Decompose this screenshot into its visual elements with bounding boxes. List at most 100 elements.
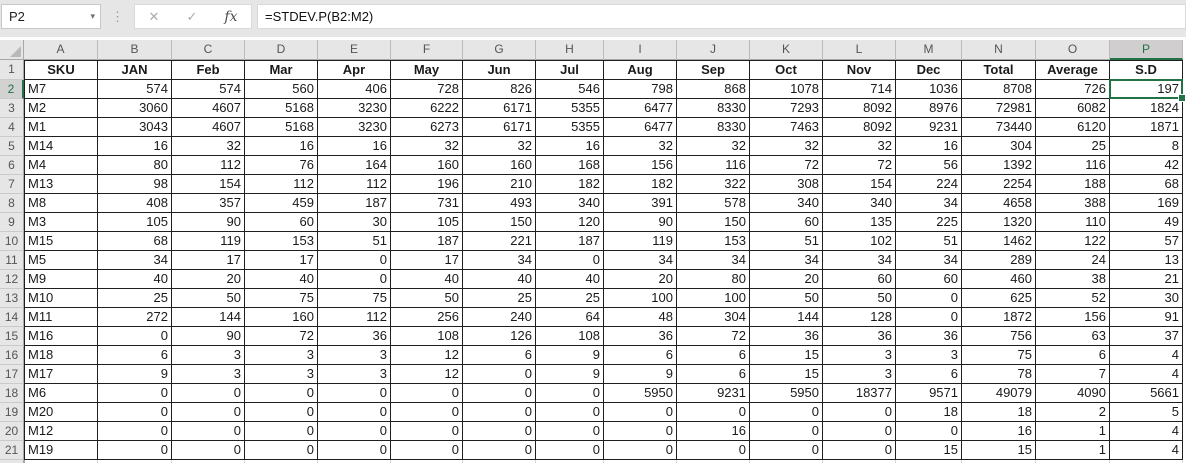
- cell-J4[interactable]: 8330: [677, 118, 750, 137]
- cell-J1[interactable]: Sep: [677, 60, 750, 80]
- row-header-12[interactable]: 12: [0, 270, 24, 289]
- cell-P3[interactable]: 1824: [1110, 99, 1183, 118]
- cell-A1[interactable]: SKU: [24, 60, 98, 80]
- cell-G20[interactable]: 0: [463, 422, 536, 441]
- cell-K13[interactable]: 50: [750, 289, 823, 308]
- cell-E18[interactable]: 0: [318, 384, 391, 403]
- cell-F9[interactable]: 105: [391, 213, 463, 232]
- cell-G1[interactable]: Jun: [463, 60, 536, 80]
- cell-L2[interactable]: 714: [823, 80, 896, 99]
- cell-B21[interactable]: 0: [98, 441, 172, 460]
- cell-F13[interactable]: 50: [391, 289, 463, 308]
- cell-K18[interactable]: 5950: [750, 384, 823, 403]
- cell-H8[interactable]: 340: [536, 194, 604, 213]
- cell-H19[interactable]: 0: [536, 403, 604, 422]
- cell-O4[interactable]: 6120: [1036, 118, 1110, 137]
- cell-C20[interactable]: 0: [172, 422, 245, 441]
- cell-G18[interactable]: 0: [463, 384, 536, 403]
- cell-I22[interactable]: [604, 460, 677, 463]
- cell-A4[interactable]: M1: [24, 118, 98, 137]
- cell-I2[interactable]: 798: [604, 80, 677, 99]
- cell-C10[interactable]: 119: [172, 232, 245, 251]
- cell-N22[interactable]: [962, 460, 1036, 463]
- cell-A11[interactable]: M5: [24, 251, 98, 270]
- cell-J22[interactable]: [677, 460, 750, 463]
- cell-O9[interactable]: 110: [1036, 213, 1110, 232]
- cell-J18[interactable]: 9231: [677, 384, 750, 403]
- cell-H5[interactable]: 16: [536, 137, 604, 156]
- column-header-N[interactable]: N: [962, 40, 1036, 60]
- cell-I7[interactable]: 182: [604, 175, 677, 194]
- cell-E19[interactable]: 0: [318, 403, 391, 422]
- cell-I15[interactable]: 36: [604, 327, 677, 346]
- cell-C13[interactable]: 50: [172, 289, 245, 308]
- cell-J14[interactable]: 304: [677, 308, 750, 327]
- cell-H18[interactable]: 0: [536, 384, 604, 403]
- cell-P13[interactable]: 30: [1110, 289, 1183, 308]
- cell-J5[interactable]: 32: [677, 137, 750, 156]
- cell-H15[interactable]: 108: [536, 327, 604, 346]
- cell-G2[interactable]: 826: [463, 80, 536, 99]
- cell-A3[interactable]: M2: [24, 99, 98, 118]
- cell-B18[interactable]: 0: [98, 384, 172, 403]
- cell-O3[interactable]: 6082: [1036, 99, 1110, 118]
- column-header-H[interactable]: H: [536, 40, 604, 60]
- cell-I12[interactable]: 20: [604, 270, 677, 289]
- cell-I10[interactable]: 119: [604, 232, 677, 251]
- cell-J8[interactable]: 578: [677, 194, 750, 213]
- cell-J11[interactable]: 34: [677, 251, 750, 270]
- cell-H17[interactable]: 9: [536, 365, 604, 384]
- cell-N19[interactable]: 18: [962, 403, 1036, 422]
- cell-E1[interactable]: Apr: [318, 60, 391, 80]
- cell-H22[interactable]: [536, 460, 604, 463]
- cell-H20[interactable]: 0: [536, 422, 604, 441]
- cell-L17[interactable]: 3: [823, 365, 896, 384]
- cell-E10[interactable]: 51: [318, 232, 391, 251]
- column-header-C[interactable]: C: [172, 40, 245, 60]
- cell-J3[interactable]: 8330: [677, 99, 750, 118]
- cell-F22[interactable]: [391, 460, 463, 463]
- cell-B20[interactable]: 0: [98, 422, 172, 441]
- cell-H11[interactable]: 0: [536, 251, 604, 270]
- cell-M19[interactable]: 18: [896, 403, 962, 422]
- cell-O6[interactable]: 116: [1036, 156, 1110, 175]
- cell-N1[interactable]: Total: [962, 60, 1036, 80]
- cell-N20[interactable]: 16: [962, 422, 1036, 441]
- cell-O8[interactable]: 388: [1036, 194, 1110, 213]
- cell-G9[interactable]: 150: [463, 213, 536, 232]
- cell-P11[interactable]: 13: [1110, 251, 1183, 270]
- cell-P15[interactable]: 37: [1110, 327, 1183, 346]
- cell-D22[interactable]: [245, 460, 318, 463]
- cell-I21[interactable]: 0: [604, 441, 677, 460]
- cell-O17[interactable]: 7: [1036, 365, 1110, 384]
- cell-D12[interactable]: 40: [245, 270, 318, 289]
- cell-J12[interactable]: 80: [677, 270, 750, 289]
- cell-G7[interactable]: 210: [463, 175, 536, 194]
- cell-P4[interactable]: 1871: [1110, 118, 1183, 137]
- cell-I5[interactable]: 32: [604, 137, 677, 156]
- cell-J13[interactable]: 100: [677, 289, 750, 308]
- cell-K11[interactable]: 34: [750, 251, 823, 270]
- cell-F10[interactable]: 187: [391, 232, 463, 251]
- cell-J21[interactable]: 0: [677, 441, 750, 460]
- cell-K21[interactable]: 0: [750, 441, 823, 460]
- cell-N7[interactable]: 2254: [962, 175, 1036, 194]
- cell-K8[interactable]: 340: [750, 194, 823, 213]
- cell-C1[interactable]: Feb: [172, 60, 245, 80]
- cell-M18[interactable]: 9571: [896, 384, 962, 403]
- cell-F1[interactable]: May: [391, 60, 463, 80]
- cell-O12[interactable]: 38: [1036, 270, 1110, 289]
- cell-E7[interactable]: 112: [318, 175, 391, 194]
- cell-G17[interactable]: 0: [463, 365, 536, 384]
- cell-F4[interactable]: 6273: [391, 118, 463, 137]
- cell-B22[interactable]: [98, 460, 172, 463]
- cell-P8[interactable]: 169: [1110, 194, 1183, 213]
- cell-G13[interactable]: 25: [463, 289, 536, 308]
- cell-C2[interactable]: 574: [172, 80, 245, 99]
- cell-F21[interactable]: 0: [391, 441, 463, 460]
- cell-M17[interactable]: 6: [896, 365, 962, 384]
- cell-J17[interactable]: 6: [677, 365, 750, 384]
- enter-icon[interactable]: ✓: [186, 8, 198, 24]
- cell-C17[interactable]: 3: [172, 365, 245, 384]
- cell-D8[interactable]: 459: [245, 194, 318, 213]
